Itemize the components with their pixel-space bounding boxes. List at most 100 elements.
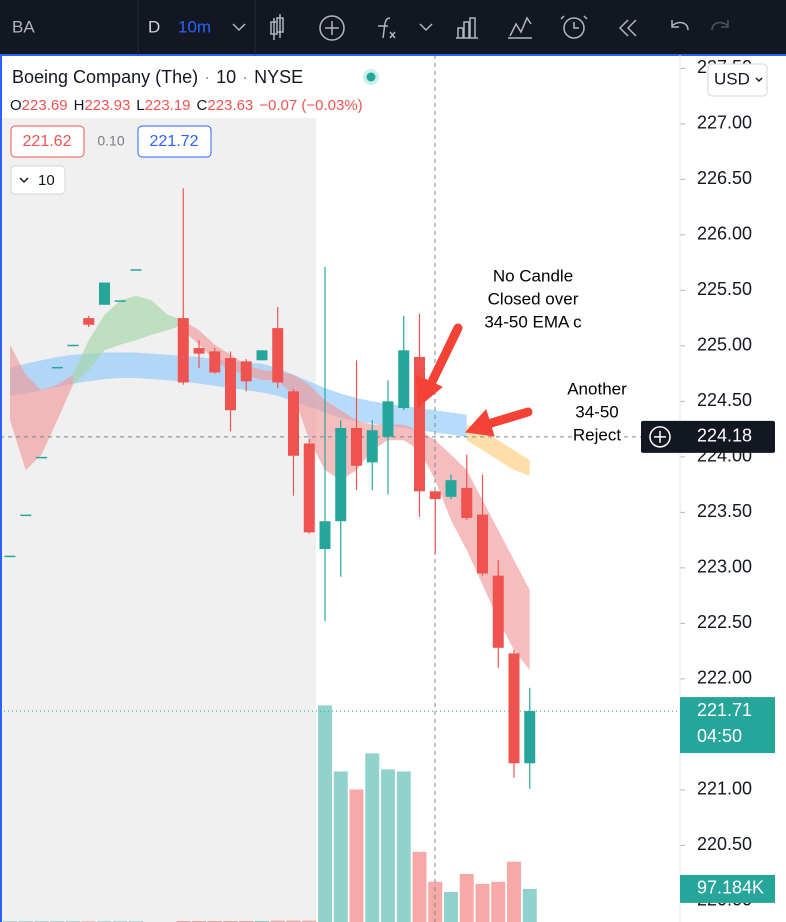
volume-bar xyxy=(349,789,364,922)
ask-box[interactable] xyxy=(137,125,212,158)
volume-bar xyxy=(333,771,348,922)
volume-bar xyxy=(459,873,474,922)
candle-body xyxy=(398,350,410,409)
indicator-add-icon[interactable] xyxy=(319,15,345,41)
chevron xyxy=(19,177,29,184)
y-tick-label: 225.50 xyxy=(697,279,752,299)
candle-body xyxy=(99,282,110,305)
candle-body xyxy=(335,427,347,522)
volume-bar xyxy=(396,771,411,922)
dot: · xyxy=(242,67,248,87)
candle-body xyxy=(4,555,16,558)
ask: 221.72 xyxy=(150,133,199,150)
interval[interactable]: 10m xyxy=(178,17,211,36)
volume-bar xyxy=(255,920,269,922)
indicators-count: 10 xyxy=(38,172,55,189)
volume-bar xyxy=(428,881,443,922)
compare-icon[interactable] xyxy=(508,16,532,39)
undo-icon[interactable] xyxy=(671,20,689,31)
ohlc-value: 223.93 xyxy=(84,97,130,114)
interval-dropdown[interactable] xyxy=(232,23,246,32)
bars-icon[interactable] xyxy=(456,17,478,39)
ema-ribbon xyxy=(73,295,184,385)
replay-icon[interactable] xyxy=(618,19,637,37)
candle-body xyxy=(193,348,205,354)
last-price: 221.71 xyxy=(697,700,752,720)
candle-body xyxy=(382,401,394,437)
annotation-text: Another xyxy=(567,379,627,398)
y-tick-label: 223.00 xyxy=(697,557,752,577)
candle-body xyxy=(225,358,236,411)
arrow-head xyxy=(464,409,495,437)
volume-label-box xyxy=(680,874,775,903)
legend: Boeing Company (The) · 10 · NYSE O223.69 H223… xyxy=(10,67,379,195)
candle-body xyxy=(240,361,252,382)
arrow-head xyxy=(415,374,443,409)
ema-ribbon xyxy=(10,344,73,471)
exchange: NYSE xyxy=(254,67,303,87)
candle-body xyxy=(36,456,47,459)
ohlc-key: C xyxy=(197,97,208,114)
candle-body xyxy=(130,269,142,271)
y-tick-label: 225.00 xyxy=(697,335,752,355)
plus-icon xyxy=(325,21,339,35)
candles-icon[interactable] xyxy=(270,14,284,40)
candle-body xyxy=(83,318,95,325)
candle-body xyxy=(20,514,32,517)
toolbar-icons xyxy=(270,14,729,41)
ohlc-key: O xyxy=(10,97,22,114)
candle-body xyxy=(524,711,536,764)
volume-bar xyxy=(207,920,222,922)
candle-body xyxy=(114,300,126,302)
crosshair-plus-sign xyxy=(654,430,666,443)
annotation-text: Closed over xyxy=(488,289,579,308)
indicators-toggle[interactable] xyxy=(10,165,66,195)
candle-body xyxy=(209,351,221,373)
y-tick-label: 222.00 xyxy=(697,668,752,688)
redo-icon[interactable] xyxy=(711,20,729,31)
countdown: 04:50 xyxy=(697,726,742,746)
legend-interval: 10 xyxy=(216,67,236,87)
volume-bar xyxy=(192,920,206,922)
volume-bar xyxy=(412,851,427,922)
y-tick-label: 222.50 xyxy=(697,612,752,632)
bid: 221.62 xyxy=(23,133,72,150)
symbol[interactable]: BA xyxy=(12,17,35,36)
fx-icon[interactable] xyxy=(378,17,396,39)
candle-body xyxy=(67,344,79,347)
volume-bar xyxy=(223,920,238,922)
y-tick-label: 220.50 xyxy=(697,834,752,854)
annotation-text: 34-50 xyxy=(575,402,618,421)
plot xyxy=(0,55,680,922)
y-tick-label: 223.50 xyxy=(697,501,752,521)
currency-button[interactable] xyxy=(707,63,768,97)
volume-label: 97.184K xyxy=(697,878,764,898)
annotation-text: No Candle xyxy=(493,266,573,285)
candle-body xyxy=(461,487,473,518)
candle-body xyxy=(429,491,441,500)
currency-chevron xyxy=(755,77,763,83)
fx-dropdown[interactable] xyxy=(419,23,433,32)
candle-body xyxy=(177,318,189,383)
annotation-text: Reject xyxy=(573,425,621,444)
y-tick-label: 221.00 xyxy=(697,779,752,799)
volume-bar xyxy=(365,753,380,922)
toolbar xyxy=(0,0,786,55)
annotation-text: 34-50 EMA c xyxy=(484,312,582,331)
bid-box[interactable] xyxy=(10,125,85,158)
y-tick-label: 227.00 xyxy=(697,113,752,133)
crosshair-label-box xyxy=(641,420,775,453)
arrow-shaft xyxy=(483,407,533,429)
y-tick-label: 226.00 xyxy=(697,224,752,244)
annotations: No Candle Closed over 34-50 EMA c Another 34… xyxy=(483,265,629,446)
period[interactable]: D xyxy=(148,17,160,36)
volume-bar xyxy=(270,920,285,922)
volume-bar xyxy=(286,920,301,922)
candle-body xyxy=(414,356,425,492)
candle-body xyxy=(319,521,331,550)
ohlc-value: 223.69 xyxy=(22,97,68,114)
alert-icon[interactable] xyxy=(563,17,585,39)
market-status-dot xyxy=(366,72,376,82)
ema-ribbon xyxy=(466,424,530,476)
